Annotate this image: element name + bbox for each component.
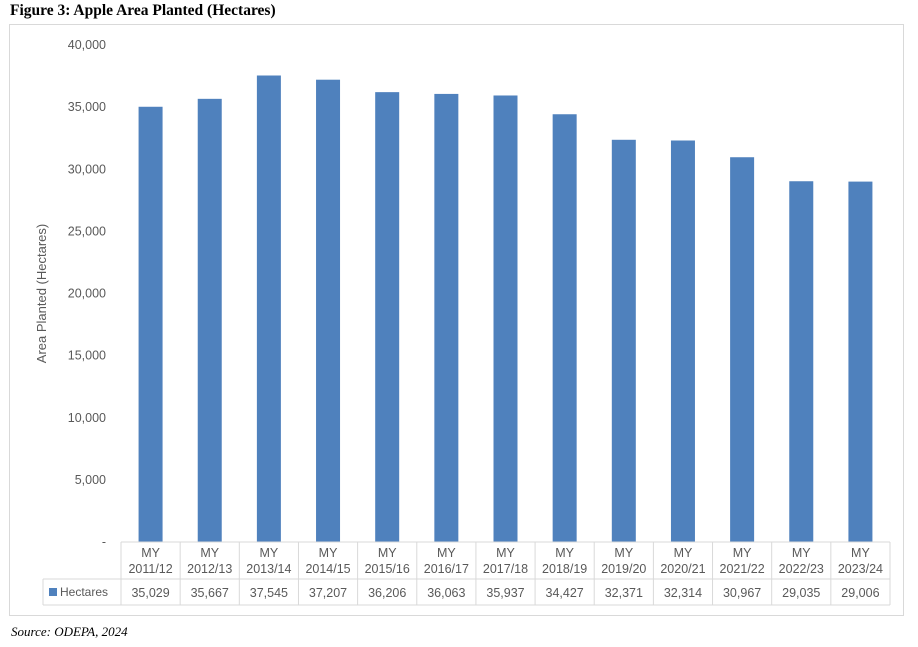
data-table-value: 34,427 (546, 586, 584, 600)
data-table-value: 29,006 (841, 586, 879, 600)
data-table-value: 29,035 (782, 586, 820, 600)
x-category-label: 2019/20 (601, 562, 646, 576)
y-tick-label: 15,000 (68, 349, 106, 363)
x-category-label: MY (378, 546, 397, 560)
x-category-label: 2023/24 (838, 562, 883, 576)
x-category-label: 2017/18 (483, 562, 528, 576)
bar (493, 95, 518, 542)
y-tick-label: 35,000 (68, 100, 106, 114)
bar-chart: - 5,000 10,000 15,000 20,000 25,000 30,000 35,0… (34, 38, 891, 606)
bar (138, 106, 163, 542)
x-category-label: 2013/14 (246, 562, 291, 576)
x-category-label: MY (614, 546, 633, 560)
x-category-label: MY (437, 546, 456, 560)
x-category-label: MY (851, 546, 870, 560)
bar (256, 75, 281, 543)
x-category-label: MY (496, 546, 515, 560)
data-table-value: 37,207 (309, 586, 347, 600)
y-tick-label: 10,000 (68, 411, 106, 425)
y-tick-label: - (102, 535, 106, 549)
x-category-label: 2020/21 (660, 562, 705, 576)
bar (789, 181, 814, 543)
data-table-value: 35,667 (191, 586, 229, 600)
legend-label: Hectares (60, 585, 108, 599)
bar (730, 157, 755, 542)
data-table-value: 30,967 (723, 586, 761, 600)
data-table-value: 32,371 (605, 586, 643, 600)
bar (611, 139, 636, 542)
data-table-value: 36,206 (368, 586, 406, 600)
x-category-label: 2021/22 (720, 562, 765, 576)
x-category-label: MY (792, 546, 811, 560)
legend-swatch (49, 588, 57, 596)
y-tick-label: 20,000 (68, 287, 106, 301)
bar (197, 98, 222, 542)
bar (552, 114, 577, 543)
bar (316, 79, 341, 542)
x-category-label: MY (141, 546, 160, 560)
y-axis-title: Area Planted (Hectares) (34, 224, 49, 363)
x-category-label: MY (674, 546, 693, 560)
data-table-value: 37,545 (250, 586, 288, 600)
y-tick-label: 40,000 (68, 38, 106, 52)
x-category-label: 2014/15 (305, 562, 350, 576)
y-tick-label: 5,000 (75, 473, 106, 487)
x-category-label: MY (200, 546, 219, 560)
figure-source: Source: ODEPA, 2024 (11, 624, 128, 639)
bar (848, 181, 873, 542)
data-table-value: 36,063 (427, 586, 465, 600)
x-category-label: 2022/23 (779, 562, 824, 576)
bar (670, 140, 695, 543)
y-tick-label: 30,000 (68, 162, 106, 176)
x-category-label: MY (319, 546, 338, 560)
figure-title: Figure 3: Apple Area Planted (Hectares) (10, 2, 276, 19)
x-category-label: MY (733, 546, 752, 560)
x-category-label: 2011/12 (128, 562, 172, 576)
bar (375, 92, 400, 543)
x-category-label: 2015/16 (365, 562, 410, 576)
bar (434, 93, 459, 542)
x-category-label: MY (260, 546, 279, 560)
data-table-value: 35,937 (486, 586, 524, 600)
x-category-label: 2018/19 (542, 562, 587, 576)
data-table-value: 35,029 (131, 586, 169, 600)
y-tick-label: 25,000 (68, 224, 106, 238)
chart-frame: - 5,000 10,000 15,000 20,000 25,000 30,000 35,0… (9, 24, 904, 616)
x-category-label: MY (555, 546, 574, 560)
data-table-value: 32,314 (664, 586, 702, 600)
x-category-label: 2012/13 (187, 562, 232, 576)
x-category-label: 2016/17 (424, 562, 469, 576)
